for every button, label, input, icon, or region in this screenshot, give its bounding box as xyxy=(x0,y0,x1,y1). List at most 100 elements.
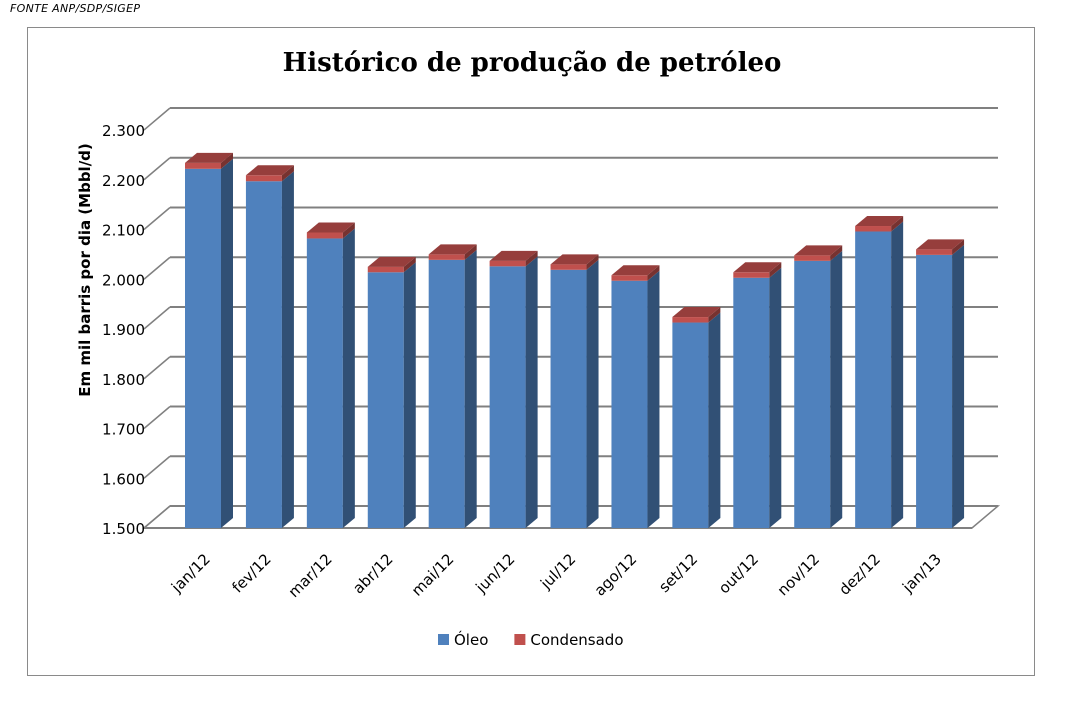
x-tick-label: jan/12 xyxy=(167,550,214,597)
bar-oleo-jan/12 xyxy=(185,168,221,528)
x-tick-label: jul/12 xyxy=(536,550,579,593)
gridline-diagonal xyxy=(143,356,171,380)
y-tick-label: 1.700 xyxy=(102,421,145,439)
bar-condensado-top xyxy=(855,216,904,227)
bar-condensado-mar/12 xyxy=(306,232,343,239)
bar-oleo-side xyxy=(708,312,721,528)
bar-oleo-out/12 xyxy=(733,277,770,528)
bar-condensado-top xyxy=(733,262,782,273)
bar-oleo-abr/12 xyxy=(367,272,404,528)
bar-condensado-side xyxy=(769,262,782,278)
bar-oleo-side xyxy=(891,221,904,529)
bar-condensado-side xyxy=(342,222,355,239)
legend-label: Óleo xyxy=(454,630,488,649)
bar-oleo-side xyxy=(525,256,538,528)
x-tick-label: nov/12 xyxy=(774,550,823,599)
gridline-diagonal xyxy=(143,256,171,280)
gridline-diagonal xyxy=(143,206,171,231)
bar-oleo-mai/12 xyxy=(428,259,465,528)
bar-condensado-side xyxy=(464,244,477,260)
bar-condensado-top xyxy=(245,165,294,176)
x-tick-label: abr/12 xyxy=(349,550,396,597)
bar-condensado-jul/12 xyxy=(550,264,587,270)
bar-oleo-side xyxy=(403,262,416,528)
y-tick-label: 1.900 xyxy=(102,321,145,339)
bar-oleo-ago/12 xyxy=(611,280,648,528)
bar-condensado-jan/12 xyxy=(185,162,221,169)
bar-condensado-top xyxy=(672,307,721,318)
bar-condensado-jun/12 xyxy=(489,260,526,267)
bar-oleo-side xyxy=(769,267,782,528)
bar-oleo-side xyxy=(586,259,599,528)
bar-condensado-side xyxy=(952,239,965,255)
x-tick-label: ago/12 xyxy=(591,550,641,600)
legend-label: Condensado xyxy=(530,631,623,649)
bar-oleo-side xyxy=(464,249,477,528)
bar-condensado-side xyxy=(708,307,721,323)
x-tick-label: mai/12 xyxy=(408,550,458,600)
bar-condensado-top xyxy=(306,222,355,233)
bar-oleo-jul/12 xyxy=(550,269,587,528)
gridline-diagonal xyxy=(143,107,171,131)
bar-condensado-fev/12 xyxy=(245,175,282,182)
x-tick-label: jan/13 xyxy=(898,550,945,597)
bar-oleo-side xyxy=(221,158,233,528)
y-tick-label: 1.800 xyxy=(102,371,145,389)
y-tick-label: 1.500 xyxy=(102,520,145,538)
bar-oleo-jun/12 xyxy=(489,266,526,528)
y-tick-label: 2.100 xyxy=(102,222,145,240)
bar-condensado-nov/12 xyxy=(794,255,831,261)
x-tick-label: mar/12 xyxy=(285,550,336,601)
y-tick-label: 2.200 xyxy=(102,172,145,190)
bar-condensado-mai/12 xyxy=(428,254,465,260)
bar-condensado-side xyxy=(525,250,538,267)
bar-oleo-side xyxy=(281,171,294,528)
bar-condensado-side xyxy=(281,165,294,182)
bar-condensado-top xyxy=(185,152,233,163)
gridline-diagonal xyxy=(143,306,171,330)
bar-condensado-top xyxy=(367,256,416,267)
bar-oleo-mar/12 xyxy=(306,238,343,528)
bars xyxy=(185,152,965,529)
gridline-diagonal xyxy=(143,405,171,430)
y-tick-labels: 1.500 1.600 1.700 1.800 1.900 2.000 2.100 2.200… xyxy=(102,122,145,538)
bar-condensado-top xyxy=(550,254,599,265)
legend-swatch xyxy=(514,634,526,645)
bar-oleo-jan/13 xyxy=(916,254,953,528)
legend: Óleo Condensado xyxy=(438,630,624,649)
chart-title: Histórico de produção de petróleo xyxy=(283,48,782,78)
source-note: FONTE ANP/SDP/SIGEP xyxy=(10,2,141,15)
bar-condensado-jan/13 xyxy=(916,249,953,255)
bar-oleo-side xyxy=(342,228,355,528)
bar-condensado-side xyxy=(891,216,904,232)
bar-oleo-nov/12 xyxy=(794,260,831,528)
y-tick-label: 2.000 xyxy=(102,271,145,289)
bar-condensado-side xyxy=(403,256,416,273)
bar-oleo-set/12 xyxy=(672,322,709,528)
bar-condensado-top xyxy=(611,265,660,276)
bar-condensado-top xyxy=(916,239,965,250)
bar-condensado-top xyxy=(794,245,843,256)
bar-condensado-side xyxy=(221,152,233,169)
x-tick-label: dez/12 xyxy=(835,550,884,599)
bar-oleo-fev/12 xyxy=(245,181,282,528)
y-tick-label: 2.300 xyxy=(102,122,145,140)
y-tick-label: 1.600 xyxy=(102,470,145,488)
bar-condensado-side xyxy=(586,254,599,270)
gridline-diagonal xyxy=(143,157,171,181)
bar-condensado-dez/12 xyxy=(855,226,892,232)
bar-condensado-ago/12 xyxy=(611,275,648,281)
bar-oleo-side xyxy=(952,244,965,528)
x-tick-label: fev/12 xyxy=(228,550,274,596)
bar-condensado-set/12 xyxy=(672,317,709,323)
bar-condensado-top xyxy=(489,250,538,261)
bar-condensado-side xyxy=(830,245,843,261)
x-tick-label: set/12 xyxy=(655,550,701,596)
bar-oleo-side xyxy=(647,270,660,528)
bar-condensado-top xyxy=(428,244,477,255)
bar-oleo-side xyxy=(830,250,843,528)
bar-condensado-abr/12 xyxy=(367,266,404,273)
x-tick-label: jun/12 xyxy=(472,550,519,597)
bar-condensado-out/12 xyxy=(733,272,770,278)
